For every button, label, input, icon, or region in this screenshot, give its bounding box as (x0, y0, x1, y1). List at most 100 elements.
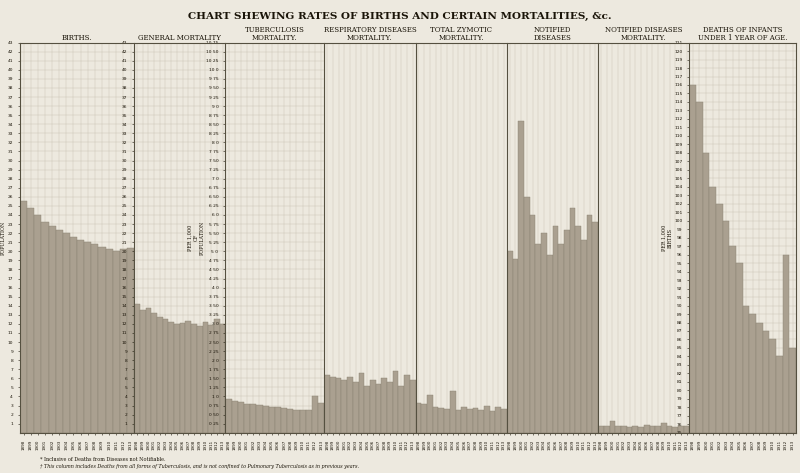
Bar (180, 323, 186, 433)
Bar (570, 208, 575, 433)
Bar (655, 426, 661, 433)
Bar (776, 357, 782, 433)
Bar (750, 314, 756, 433)
Bar (244, 404, 250, 433)
Bar (535, 244, 541, 433)
Bar (484, 405, 490, 433)
Bar (541, 233, 547, 433)
Bar (730, 246, 736, 433)
Y-axis label: PER 1,000
BIRTHS: PER 1,000 BIRTHS (662, 225, 673, 251)
Bar (294, 410, 299, 433)
Bar (34, 215, 42, 433)
Bar (610, 421, 615, 433)
Bar (49, 226, 56, 433)
Bar (56, 229, 62, 433)
Bar (438, 408, 444, 433)
Bar (770, 340, 776, 433)
Bar (197, 326, 202, 433)
Title: GENERAL MORTALITY: GENERAL MORTALITY (138, 35, 222, 43)
Bar (91, 244, 98, 433)
Bar (250, 404, 256, 433)
Text: † This column includes Deaths from all forms of Tuberculosis, and is not confine: † This column includes Deaths from all f… (40, 464, 359, 469)
Bar (650, 426, 655, 433)
Bar (151, 313, 157, 433)
Bar (347, 377, 353, 433)
Bar (756, 323, 762, 433)
Bar (638, 427, 644, 433)
Title: TOTAL ZYMOTIC
MORTALITY.: TOTAL ZYMOTIC MORTALITY. (430, 26, 492, 43)
Bar (410, 380, 416, 433)
Bar (342, 380, 347, 433)
Bar (518, 121, 524, 433)
Bar (416, 403, 422, 433)
Bar (444, 409, 450, 433)
Bar (524, 197, 530, 433)
Bar (736, 263, 742, 433)
Bar (162, 319, 168, 433)
Bar (547, 255, 553, 433)
Bar (98, 247, 106, 433)
Bar (174, 324, 180, 433)
Bar (202, 322, 208, 433)
Bar (376, 384, 382, 433)
Bar (790, 348, 796, 433)
Title: TUBERCULOSIS
MORTALITY.: TUBERCULOSIS MORTALITY. (245, 26, 305, 43)
Bar (507, 251, 513, 433)
Bar (382, 378, 387, 433)
Text: * Inclusive of Deaths from Diseases not Notifiable.: * Inclusive of Deaths from Diseases not … (40, 457, 166, 462)
Bar (306, 410, 312, 433)
Bar (226, 399, 231, 433)
Bar (684, 426, 690, 433)
Bar (427, 394, 433, 433)
Bar (113, 251, 120, 433)
Bar (186, 321, 191, 433)
Bar (467, 409, 473, 433)
Bar (127, 248, 134, 433)
Title: NOTIFIED DISEASES
MORTALITY.: NOTIFIED DISEASES MORTALITY. (605, 26, 682, 43)
Bar (513, 259, 518, 433)
Bar (330, 377, 336, 433)
Bar (370, 380, 376, 433)
Bar (666, 426, 672, 433)
Bar (581, 240, 586, 433)
Bar (191, 324, 197, 433)
Bar (553, 226, 558, 433)
Bar (256, 405, 262, 433)
Bar (262, 406, 269, 433)
Bar (84, 242, 91, 433)
Bar (387, 382, 393, 433)
Bar (269, 407, 275, 433)
Bar (782, 254, 790, 433)
Bar (231, 401, 238, 433)
Bar (120, 249, 127, 433)
Bar (324, 375, 330, 433)
Bar (238, 402, 244, 433)
Bar (393, 371, 398, 433)
Bar (275, 407, 281, 433)
Bar (716, 204, 722, 433)
Bar (703, 153, 710, 433)
Bar (604, 426, 610, 433)
Bar (208, 325, 214, 433)
Bar (626, 427, 633, 433)
Bar (422, 404, 427, 433)
Title: DEATHS OF INFANTS
UNDER 1 YEAR OF AGE.: DEATHS OF INFANTS UNDER 1 YEAR OF AGE. (698, 26, 787, 43)
Bar (672, 427, 678, 433)
Title: RESPIRATORY DISEASES
MORTALITY.: RESPIRATORY DISEASES MORTALITY. (323, 26, 416, 43)
Bar (633, 426, 638, 433)
Bar (478, 410, 484, 433)
Bar (287, 409, 294, 433)
Bar (678, 426, 684, 433)
Bar (318, 403, 324, 433)
Bar (615, 426, 621, 433)
Bar (404, 375, 410, 433)
Bar (575, 226, 581, 433)
Bar (558, 244, 564, 433)
Bar (696, 102, 703, 433)
Bar (742, 306, 750, 433)
Bar (358, 373, 364, 433)
Bar (62, 233, 70, 433)
Bar (312, 396, 318, 433)
Title: NOTIFIED
DISEASES: NOTIFIED DISEASES (534, 26, 571, 43)
Bar (398, 385, 404, 433)
